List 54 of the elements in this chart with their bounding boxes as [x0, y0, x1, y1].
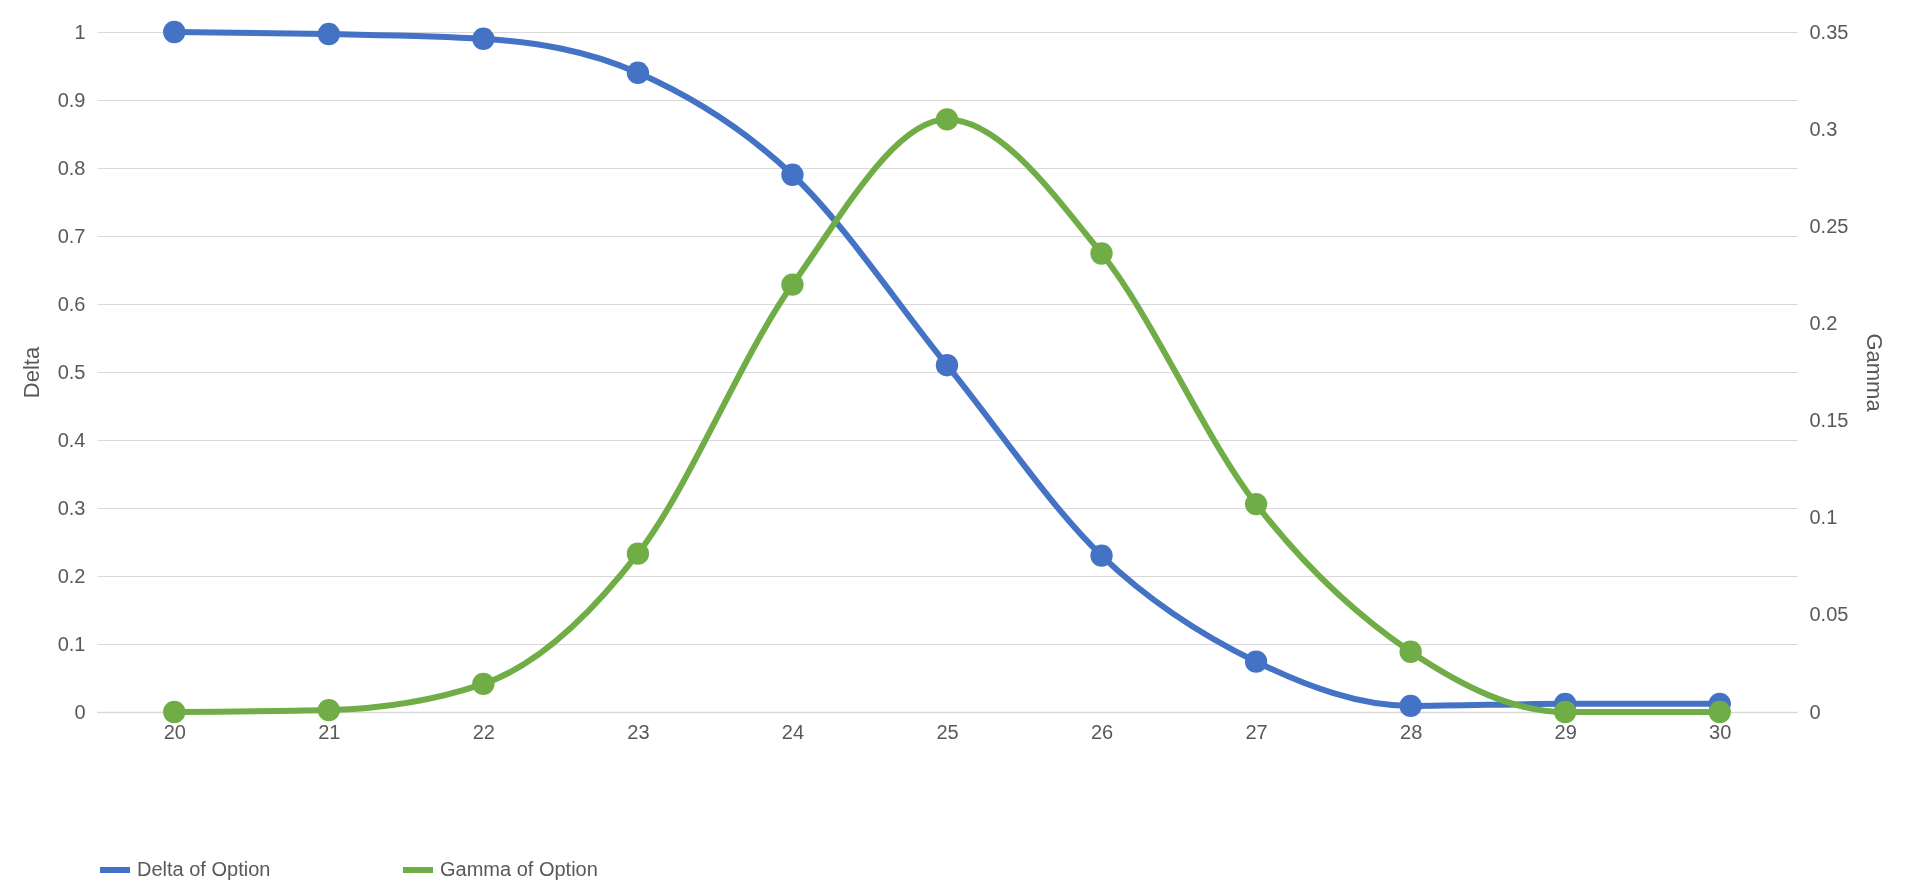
point — [781, 163, 804, 186]
legend-label: Gamma of Option — [440, 858, 598, 880]
y-tick-label: 0.7 — [57, 224, 86, 247]
point — [1244, 492, 1268, 516]
point — [1554, 700, 1577, 724]
y2-tick-label: 0 — [1809, 700, 1821, 723]
x-tick-label: 20 — [163, 720, 186, 743]
point — [1090, 544, 1113, 567]
y2-tick-label: 0.2 — [1809, 311, 1838, 334]
x-tick-label: 21 — [318, 720, 341, 743]
x-tick-label: 23 — [627, 720, 650, 743]
legend-label: Delta of Option — [137, 858, 271, 880]
point — [163, 700, 186, 724]
point — [1399, 694, 1422, 718]
y-tick-label: 0.3 — [57, 496, 86, 519]
point — [1708, 700, 1731, 724]
point — [1244, 650, 1268, 673]
y2-tick-label: 0.1 — [1809, 506, 1838, 529]
x-tick-label: 27 — [1245, 720, 1268, 743]
y2-tick-label: 0.05 — [1809, 603, 1849, 626]
y-tick-label: 0.5 — [57, 360, 86, 383]
point — [472, 27, 495, 50]
y2-tick-label: 0.25 — [1809, 214, 1849, 237]
y-tick-label: 0.2 — [57, 564, 86, 587]
x-tick-label: 25 — [936, 720, 959, 743]
point — [1090, 242, 1113, 265]
point — [1399, 640, 1422, 663]
y-tick-label: 0.1 — [57, 632, 86, 655]
y2-tick-label: 0.35 — [1809, 20, 1849, 43]
point — [626, 61, 650, 84]
y2-tick-label: 0.15 — [1809, 409, 1849, 432]
point — [935, 108, 959, 131]
x-tick-label: 26 — [1090, 720, 1114, 743]
y-tick-label: 1 — [74, 20, 86, 43]
point — [935, 354, 959, 377]
x-tick-label: 24 — [781, 720, 805, 743]
y-tick-label: 0.4 — [57, 428, 86, 451]
x-tick-label: 30 — [1709, 720, 1732, 743]
point — [317, 22, 340, 46]
y-tick-label: 0.6 — [57, 292, 86, 315]
y-tick-label: 0.8 — [57, 156, 86, 179]
y2-axis-title: Gamma — [1862, 333, 1888, 413]
point — [626, 542, 650, 565]
y2-tick-label: 0.3 — [1809, 117, 1838, 140]
y-tick-label: 0.9 — [57, 88, 86, 111]
x-tick-label: 28 — [1400, 720, 1423, 743]
point — [317, 698, 340, 722]
x-tick-label: 22 — [472, 720, 495, 743]
y-tick-label: 0 — [74, 700, 86, 723]
point — [781, 273, 804, 296]
x-tick-label: 29 — [1554, 720, 1577, 743]
point — [163, 20, 186, 44]
point — [472, 672, 495, 695]
y-axis-title: Delta — [18, 346, 44, 399]
